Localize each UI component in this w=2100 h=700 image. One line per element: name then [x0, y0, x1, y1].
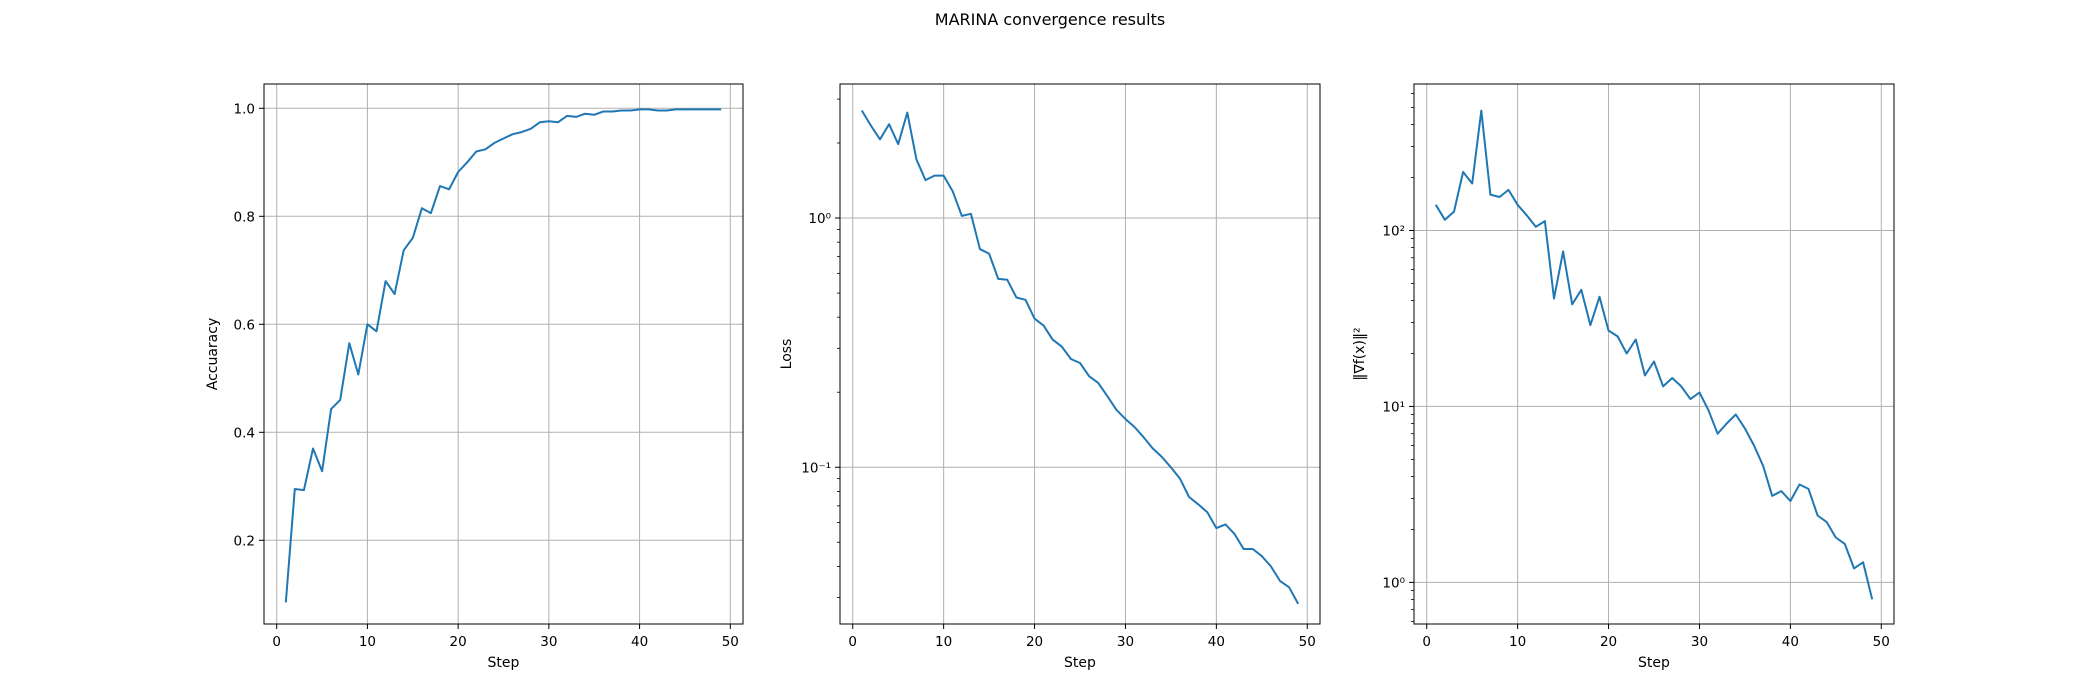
y-tick-label: 0.6: [234, 317, 255, 333]
axes-frame: [263, 83, 744, 625]
y-tick-label: 10²: [1382, 223, 1405, 239]
loss-series-line: [860, 109, 1300, 605]
x-tick-label: 50: [1873, 634, 1890, 650]
x-tick-label: 30: [1691, 634, 1708, 650]
x-tick-label: 20: [1026, 634, 1043, 650]
y-tick-label: 0.8: [234, 209, 255, 225]
x-tick-label: 30: [1117, 634, 1134, 650]
x-tick-label: 30: [540, 634, 557, 650]
accuracy-plot: 0 10 20 30 40 50 0.2 0.4 0.6 0.8 1.0 Step Accuaracy: [205, 83, 744, 671]
x-axis-label: Step: [1638, 655, 1670, 671]
x-tick-label: 40: [1208, 634, 1225, 650]
y-tick-label: 0.2: [234, 533, 255, 549]
y-tick-label: 1.0: [234, 101, 255, 117]
y-tick-label: 10⁻¹: [801, 460, 831, 476]
x-tick-label: 0: [848, 634, 857, 650]
y-axis-label: Accuaracy: [205, 318, 221, 391]
gradient-norm-plot: 0 10 20 30 40 50 10⁰ 10¹ 10² Step ‖∇f(x)‖²: [1352, 83, 1895, 671]
x-tick-label: 20: [450, 634, 467, 650]
x-tick-label: 50: [1299, 634, 1316, 650]
y-tick-label: 10⁰: [1382, 575, 1405, 591]
loss-plot: 0 10 20 30 40 50 10⁻¹ 10⁰ Step Loss: [779, 83, 1321, 671]
axes-frame: [1413, 83, 1895, 625]
x-tick-label: 40: [631, 634, 648, 650]
y-axis-label: ‖∇f(x)‖²: [1352, 327, 1368, 380]
accuracy-series-line: [284, 108, 722, 603]
x-tick-label: 50: [722, 634, 739, 650]
x-tick-label: 10: [935, 634, 952, 650]
x-axis-label: Step: [1064, 655, 1096, 671]
x-tick-label: 10: [1509, 634, 1526, 650]
y-tick-label: 10¹: [1382, 399, 1405, 415]
x-tick-label: 0: [1422, 634, 1431, 650]
y-tick-label: 10⁰: [808, 211, 831, 227]
gradient-norm-series-line: [1434, 109, 1874, 600]
x-tick-label: 0: [272, 634, 281, 650]
axes-frame: [839, 83, 1321, 625]
y-tick-label: 0.4: [234, 425, 255, 441]
x-tick-label: 40: [1782, 634, 1799, 650]
y-axis-label: Loss: [779, 339, 795, 370]
x-tick-label: 20: [1600, 634, 1617, 650]
figure-title: MARINA convergence results: [935, 10, 1165, 29]
x-tick-label: 10: [359, 634, 376, 650]
x-axis-label: Step: [488, 655, 520, 671]
